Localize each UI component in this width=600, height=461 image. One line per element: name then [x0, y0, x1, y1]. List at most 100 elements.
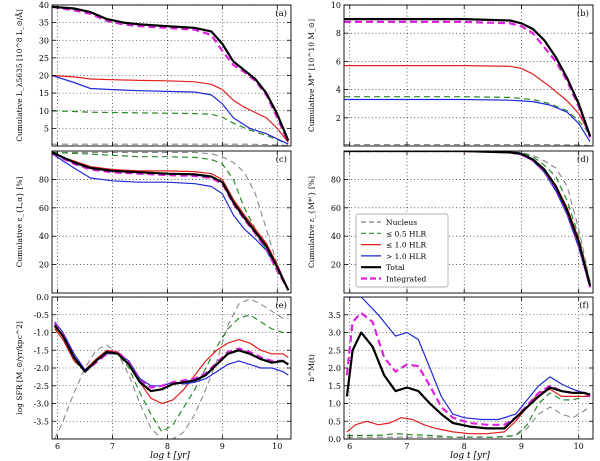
- panel-1: 2 4 6 8 10 Cumulative M*' [10^10 M_⊙] (b): [307, 1, 594, 147]
- series-group: [53, 298, 289, 439]
- panel-tag: (b): [577, 8, 589, 19]
- x-tick-label: 8: [462, 442, 467, 451]
- legend-label: ≤ 1.0 HLR: [386, 241, 427, 250]
- y-axis-label: Cumulative M*' [10^10 M_⊙]: [307, 19, 316, 132]
- y-tick-label: -3.0: [34, 400, 49, 409]
- series-line-total: [52, 5, 290, 142]
- y-tick-label: 40: [39, 1, 49, 10]
- legend-label: ≤ 0.5 HLR: [386, 229, 427, 238]
- series-line-half: [346, 392, 591, 438]
- series-line-one: [52, 74, 289, 143]
- series-line-outer: [52, 153, 289, 291]
- series-line-half: [344, 96, 591, 136]
- y-tick-label: -1.0: [34, 329, 49, 338]
- x-axis-label-left: log t [yr]: [150, 451, 190, 461]
- panel-3: 20 40 60 80 Cumulative ε_{M*'} [%] (d): [307, 150, 594, 294]
- panel-tag: (d): [577, 154, 589, 165]
- series-line-integrated: [344, 20, 592, 138]
- y-tick-label: 8: [336, 29, 341, 38]
- y-tick-label: 3.0: [328, 329, 341, 338]
- panel-4: 6 7 8 9 10 -3.5 -3.0 -2.5 -2.0 -1.5 -1.0 -0.5 0.0 log…: [15, 293, 292, 451]
- legend-label: > 1.0 HLR: [386, 252, 427, 261]
- y-tick-label: 1.5: [328, 382, 341, 391]
- x-tick-label: 7: [110, 442, 115, 451]
- y-tick-label: 20: [39, 261, 49, 270]
- x-axis-label-right: log t [yr]: [450, 451, 490, 461]
- series-line-integrated: [52, 152, 290, 291]
- y-axis-label: b^M(t): [307, 354, 316, 382]
- series-line-one: [344, 65, 591, 135]
- y-tick-label: 2.0: [328, 364, 341, 373]
- x-tick-label: 10: [574, 442, 584, 451]
- y-tick-label: 10: [39, 107, 49, 116]
- series-line-total: [53, 324, 289, 393]
- y-tick-label: 20: [39, 72, 49, 81]
- y-tick-label: 4: [336, 86, 341, 95]
- y-tick-label: -1.5: [34, 346, 49, 355]
- panel-5: 6 7 8 9 10 0.0 0.5 1.0 1.5 2.0 2.5 3.0 3.5 b^M(t) (f): [307, 296, 594, 451]
- x-tick-label: 6: [55, 442, 60, 451]
- y-tick-label: 15: [39, 89, 49, 98]
- y-tick-label: 3.5: [328, 311, 341, 320]
- series-line-outer: [54, 321, 289, 387]
- legend-label: Total: [386, 263, 405, 272]
- series-line-nucleus: [344, 151, 591, 282]
- x-tick-label: 6: [347, 442, 352, 451]
- y-tick-label: -0.5: [34, 311, 49, 320]
- series-line-nucleus: [52, 143, 289, 146]
- x-tick-label: 9: [220, 442, 225, 451]
- y-tick-label: 5: [44, 124, 49, 133]
- series-line-nucleus: [52, 151, 289, 291]
- series-line-total: [344, 151, 592, 287]
- y-tick-label: 0.0: [328, 435, 341, 444]
- y-tick-label: 0.0: [36, 293, 49, 302]
- series-line-total: [344, 18, 592, 137]
- y-tick-label: 2.5: [328, 346, 341, 355]
- y-tick-label: 40: [331, 232, 341, 241]
- y-tick-label: 0.5: [328, 417, 341, 426]
- series-line-one: [52, 153, 289, 291]
- series-group: [344, 18, 592, 146]
- y-tick-label: -3.5: [34, 417, 49, 426]
- legend: Nucleus ≤ 0.5 HLR ≤ 1.0 HLR > 1.0 HLR Total I…: [355, 213, 449, 288]
- series-line-half: [52, 110, 289, 145]
- y-tick-label: 1.0: [328, 400, 341, 409]
- panel-tag: (e): [275, 300, 287, 311]
- series-group: [344, 151, 592, 288]
- series-line-total: [52, 151, 290, 291]
- series-line-nucleus: [54, 298, 289, 439]
- series-group: [52, 151, 290, 291]
- y-tick-label: 20: [331, 261, 341, 270]
- legend-label: Integrated: [386, 275, 427, 284]
- series-line-outer: [52, 74, 289, 145]
- x-tick-label: 8: [165, 442, 170, 451]
- panel-0: 5 10 15 20 25 30 35 40 Cumulative L_λ5635 [10^8 …: [15, 1, 292, 147]
- series-line-outer: [346, 297, 591, 421]
- y-tick-label: -2.5: [34, 382, 49, 391]
- legend-box: [355, 213, 449, 288]
- series-group: [52, 5, 290, 146]
- x-tick-label: 9: [519, 442, 524, 451]
- y-axis-label: log SFR [M_⊙/yr/kpc^2]: [15, 321, 24, 415]
- y-tick-label: 10: [331, 1, 341, 10]
- plot-frame: [51, 150, 292, 294]
- y-tick-label: 2: [336, 114, 341, 123]
- y-tick-label: -2.0: [34, 364, 49, 373]
- series-line-total: [345, 331, 591, 430]
- y-tick-label: 30: [39, 36, 49, 45]
- y-tick-label: 60: [331, 204, 341, 213]
- y-tick-label: 25: [39, 54, 49, 63]
- series-line-nucleus: [344, 144, 591, 146]
- series-line-integrated: [52, 5, 290, 143]
- panel-2: 20 40 60 80 Cumulative ε_{L,α} [%] (c): [15, 150, 292, 294]
- y-axis-label: Cumulative L_λ5635 [10^8 L_⊙/Å]: [15, 9, 24, 142]
- panel-tag: (f): [579, 300, 589, 311]
- x-tick-label: 7: [404, 442, 409, 451]
- y-tick-label: 6: [336, 57, 341, 66]
- panel-tag: (c): [276, 154, 287, 165]
- series-line-nucleus: [346, 406, 591, 438]
- plot-frame: [343, 4, 594, 147]
- series-line-outer: [344, 98, 591, 143]
- x-tick-label: 10: [272, 442, 282, 451]
